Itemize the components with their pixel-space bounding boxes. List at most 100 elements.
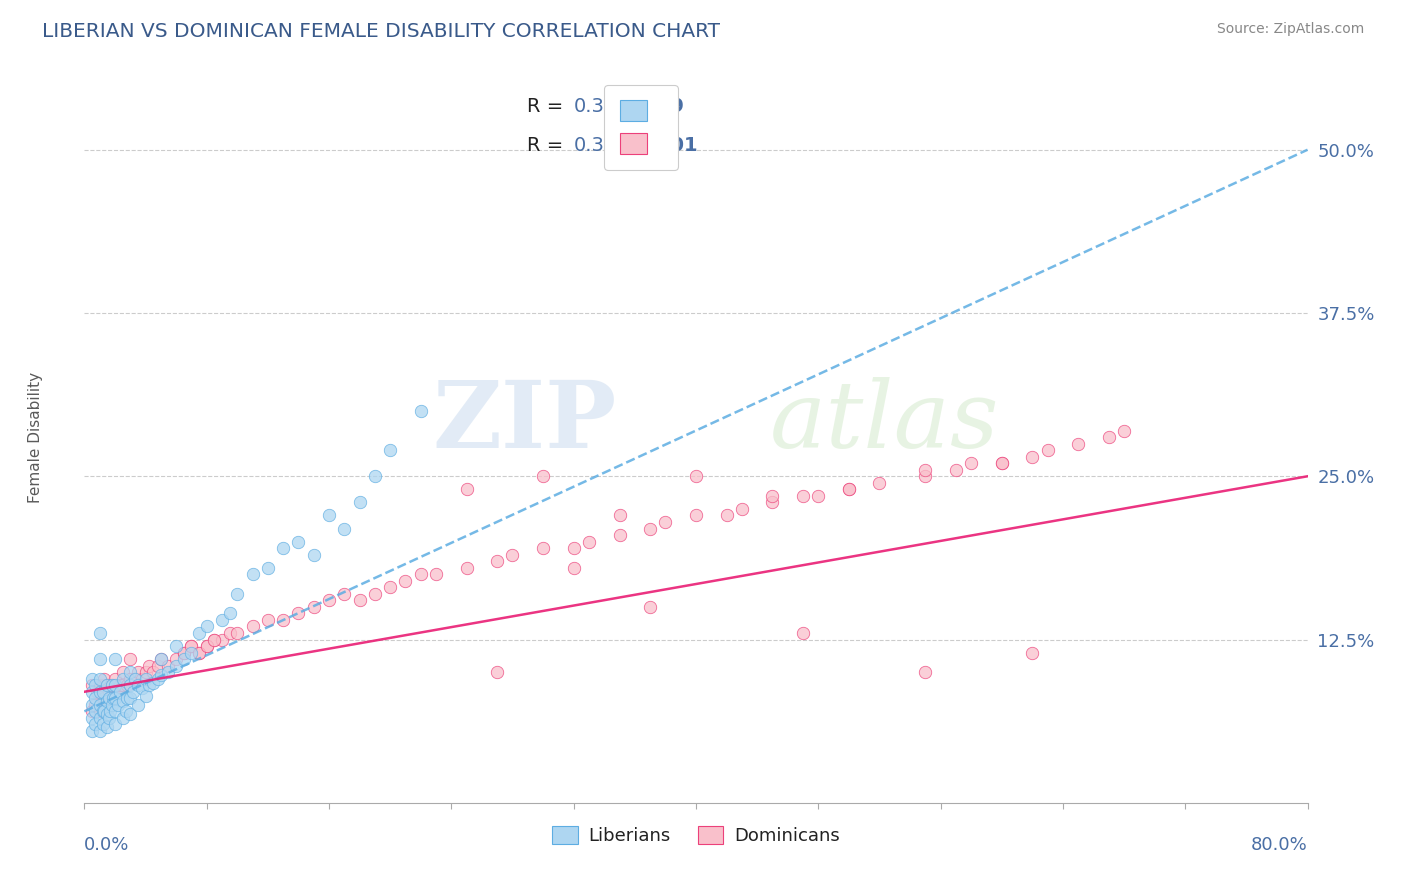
Point xyxy=(807,489,830,503)
Point xyxy=(96,720,118,734)
Point xyxy=(104,678,127,692)
Point xyxy=(173,646,195,660)
Point xyxy=(135,665,157,680)
Point xyxy=(685,469,707,483)
Point xyxy=(131,672,153,686)
Point xyxy=(1098,430,1121,444)
Point xyxy=(218,607,240,621)
Point xyxy=(89,626,111,640)
Point xyxy=(578,534,600,549)
Point xyxy=(157,658,180,673)
Point xyxy=(101,698,124,712)
Point xyxy=(103,685,125,699)
Point xyxy=(188,646,211,660)
Point xyxy=(409,567,432,582)
Point xyxy=(226,587,249,601)
Point xyxy=(609,528,631,542)
Point xyxy=(456,560,478,574)
Point xyxy=(409,404,432,418)
Point xyxy=(80,723,103,738)
Point xyxy=(287,607,309,621)
Point xyxy=(380,580,402,594)
Point xyxy=(84,717,107,731)
Point xyxy=(80,711,103,725)
Point xyxy=(838,483,860,497)
Point xyxy=(180,646,202,660)
Point xyxy=(104,652,127,666)
Text: 101: 101 xyxy=(658,136,699,154)
Point xyxy=(84,678,107,692)
Text: R =: R = xyxy=(527,97,569,116)
Point xyxy=(302,599,325,614)
Point xyxy=(914,463,936,477)
Point xyxy=(107,698,129,712)
Point xyxy=(108,678,131,692)
Point xyxy=(80,685,103,699)
Point xyxy=(1114,424,1136,438)
Point xyxy=(991,456,1014,470)
Point xyxy=(120,678,142,692)
Point xyxy=(731,502,754,516)
Point xyxy=(98,705,121,719)
Point xyxy=(211,613,233,627)
Point xyxy=(218,626,240,640)
Point xyxy=(991,456,1014,470)
Point xyxy=(111,678,134,692)
Point xyxy=(138,658,160,673)
Point xyxy=(98,691,121,706)
Point xyxy=(120,706,142,721)
Point xyxy=(257,613,280,627)
Text: LIBERIAN VS DOMINICAN FEMALE DISABILITY CORRELATION CHART: LIBERIAN VS DOMINICAN FEMALE DISABILITY … xyxy=(42,22,720,41)
Point xyxy=(103,691,125,706)
Point xyxy=(318,593,340,607)
Point xyxy=(165,652,187,666)
Point xyxy=(115,691,138,706)
Point xyxy=(120,691,142,706)
Point xyxy=(364,587,387,601)
Point xyxy=(456,483,478,497)
Point xyxy=(146,658,169,673)
Point xyxy=(149,667,172,681)
Point xyxy=(716,508,738,523)
Point xyxy=(792,489,814,503)
Point xyxy=(149,652,172,666)
Point xyxy=(104,672,127,686)
Point xyxy=(91,698,114,712)
Point xyxy=(157,665,180,680)
Point xyxy=(86,685,108,699)
Point xyxy=(173,646,195,660)
Point xyxy=(945,463,967,477)
Point xyxy=(202,632,225,647)
Point xyxy=(486,554,509,568)
Point xyxy=(111,665,134,680)
Point xyxy=(761,495,783,509)
Point xyxy=(96,694,118,708)
Point xyxy=(101,678,124,692)
Point xyxy=(91,717,114,731)
Point xyxy=(180,639,202,653)
Point xyxy=(188,626,211,640)
Point xyxy=(165,658,187,673)
Point xyxy=(1067,436,1090,450)
Point xyxy=(486,665,509,680)
Point xyxy=(89,652,111,666)
Text: 0.0%: 0.0% xyxy=(84,836,129,854)
Point xyxy=(761,489,783,503)
Text: ZIP: ZIP xyxy=(432,377,616,467)
Point xyxy=(120,652,142,666)
Point xyxy=(131,681,153,695)
Point xyxy=(202,632,225,647)
Point xyxy=(127,665,149,680)
Point xyxy=(89,705,111,719)
Point xyxy=(91,705,114,719)
Point xyxy=(302,548,325,562)
Point xyxy=(333,521,356,535)
Point xyxy=(96,698,118,712)
Point xyxy=(91,685,114,699)
Point xyxy=(242,619,264,633)
Point xyxy=(287,534,309,549)
Point xyxy=(84,705,107,719)
Text: 0.332: 0.332 xyxy=(574,136,630,154)
Point xyxy=(195,619,218,633)
Point xyxy=(114,705,136,719)
